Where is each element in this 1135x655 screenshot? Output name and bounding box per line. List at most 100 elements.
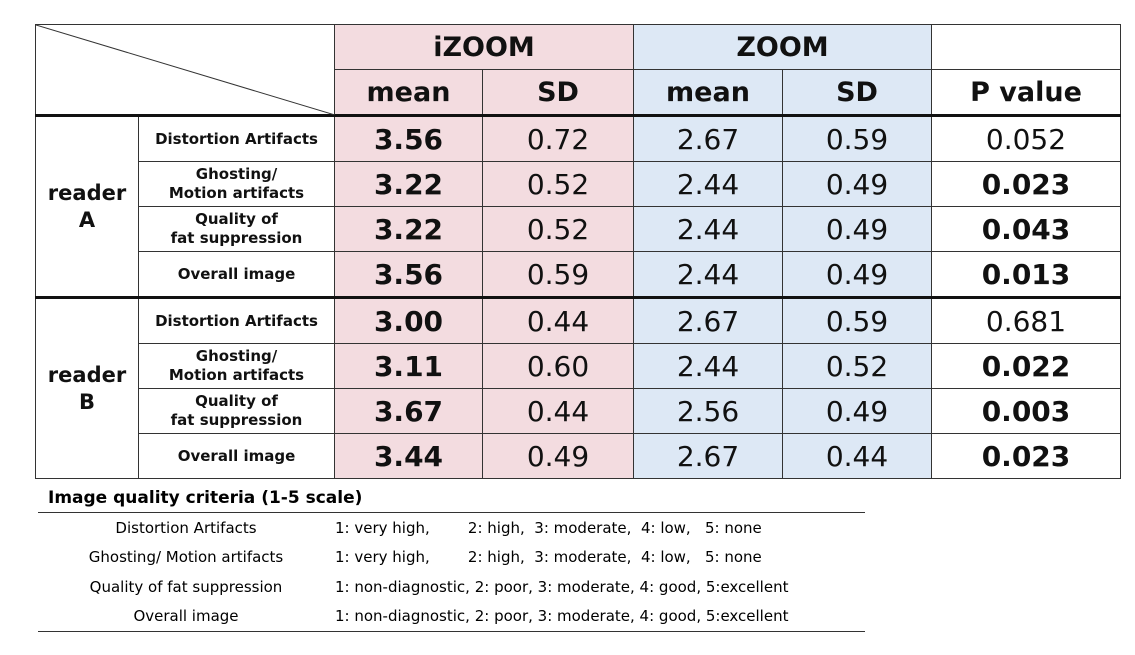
- criterion-line: Distortion Artifacts: [155, 311, 318, 330]
- zoom-mean: 2.44: [633, 343, 783, 389]
- criterion-label: Quality of fat suppression: [138, 388, 335, 434]
- izoom-mean: 3.44: [334, 433, 483, 479]
- izoom-mean: 3.00: [334, 296, 483, 344]
- legend-row: Overall image 1: non-diagnostic, 2: poor,…: [38, 602, 865, 632]
- table-row: Quality of fat suppression 3.67 0.44 2.56 0.4…: [36, 388, 1121, 434]
- izoom-mean: 3.67: [334, 388, 483, 434]
- izoom-sd: 0.60: [482, 343, 634, 389]
- legend-criterion: Distortion Artifacts: [115, 518, 257, 537]
- group-header-izoom: iZOOM: [334, 24, 634, 70]
- criterion-line: Motion artifacts: [168, 184, 305, 202]
- reader-label-line1: reader: [47, 362, 127, 387]
- zoom-sd: 0.59: [782, 114, 932, 162]
- legend-scale: 1: non-diagnostic, 2: poor, 3: moderate,…: [335, 607, 789, 626]
- criterion-label: Overall image: [138, 433, 335, 479]
- diagonal-line: [36, 25, 335, 115]
- zoom-mean-header: mean: [633, 69, 783, 116]
- criteria-legend: Image quality criteria (1-5 scale) Disto…: [38, 484, 865, 632]
- results-table: iZOOM ZOOM mean SD mean SD P value reade…: [35, 24, 1121, 479]
- table-row: Overall image 3.44 0.49 2.67 0.44 0.023: [36, 433, 1121, 479]
- legend-criterion: Ghosting/ Motion artifacts: [88, 548, 284, 567]
- zoom-sd: 0.44: [782, 433, 932, 479]
- corner-diagonal-cell: [35, 24, 335, 116]
- criterion-label: Ghosting/Motion artifacts: [138, 343, 335, 389]
- zoom-mean: 2.56: [633, 388, 783, 434]
- izoom-sd: 0.59: [482, 251, 634, 298]
- izoom-mean: 3.22: [334, 161, 483, 207]
- criterion-line: fat suppression: [170, 229, 303, 247]
- izoom-sd: 0.49: [482, 433, 634, 479]
- izoom-sd-header: SD: [482, 69, 634, 116]
- table-row: reader A Distortion Artifacts 3.56 0.72 2.67 0…: [35, 114, 1121, 298]
- table-row: Ghosting/Motion artifacts 3.22 0.52 2.44 0.4…: [36, 161, 1121, 207]
- criterion-label: Overall image: [138, 251, 335, 298]
- legend-criterion: Overall image: [133, 607, 239, 626]
- reader-label: reader B: [35, 296, 139, 479]
- legend-scale: 1: very high, 2: high, 3: moderate, 4: l…: [335, 518, 762, 537]
- legend-row: Ghosting/ Motion artifacts 1: very high, …: [38, 543, 865, 573]
- p-value: 0.043: [931, 206, 1121, 252]
- legend-scale: 1: non-diagnostic, 2: poor, 3: moderate,…: [335, 577, 789, 596]
- criterion-line: Distortion Artifacts: [155, 129, 318, 148]
- criterion-line: Quality of: [195, 210, 278, 228]
- criterion-line: Quality of: [195, 392, 278, 410]
- p-value: 0.022: [931, 343, 1121, 389]
- criterion-label: Distortion Artifacts: [138, 296, 335, 344]
- criterion-line: Motion artifacts: [168, 366, 305, 384]
- legend-title: Image quality criteria (1-5 scale): [48, 488, 363, 508]
- p-value-header: P value: [931, 69, 1121, 116]
- reader-label: reader A: [35, 114, 139, 298]
- criterion-label: Quality of fat suppression: [138, 206, 335, 252]
- zoom-mean: 2.67: [633, 433, 783, 479]
- p-value: 0.681: [931, 296, 1121, 344]
- criterion-line: Overall image: [177, 264, 296, 283]
- zoom-mean: 2.44: [633, 251, 783, 298]
- izoom-sd: 0.44: [482, 388, 634, 434]
- criterion-line: fat suppression: [170, 411, 303, 429]
- izoom-mean: 3.22: [334, 206, 483, 252]
- zoom-sd: 0.59: [782, 296, 932, 344]
- p-header-blank: [931, 24, 1121, 70]
- p-value: 0.052: [931, 114, 1121, 162]
- izoom-sd: 0.52: [482, 206, 634, 252]
- p-value: 0.023: [931, 433, 1121, 479]
- izoom-mean: 3.11: [334, 343, 483, 389]
- izoom-mean-header: mean: [334, 69, 483, 116]
- table-row: Overall image 3.56 0.59 2.44 0.49 0.013: [36, 251, 1121, 298]
- legend-row: Distortion Artifacts 1: very high, 2: hig…: [38, 513, 865, 543]
- zoom-mean: 2.67: [633, 296, 783, 344]
- zoom-sd: 0.49: [782, 206, 932, 252]
- izoom-mean: 3.56: [334, 251, 483, 298]
- legend-criterion: Quality of fat suppression: [89, 577, 283, 596]
- legend-table: Distortion Artifacts 1: very high, 2: hig…: [38, 512, 865, 632]
- zoom-sd: 0.49: [782, 161, 932, 207]
- izoom-mean: 3.56: [334, 114, 483, 162]
- p-value: 0.023: [931, 161, 1121, 207]
- izoom-sd: 0.44: [482, 296, 634, 344]
- izoom-sd: 0.72: [482, 114, 634, 162]
- p-value: 0.003: [931, 388, 1121, 434]
- zoom-sd-header: SD: [782, 69, 932, 116]
- zoom-sd: 0.52: [782, 343, 932, 389]
- izoom-sd: 0.52: [482, 161, 634, 207]
- p-value: 0.013: [931, 251, 1121, 298]
- criterion-label: Ghosting/Motion artifacts: [138, 161, 335, 207]
- criterion-line: Ghosting/: [195, 347, 278, 365]
- zoom-mean: 2.67: [633, 114, 783, 162]
- group-header-zoom: ZOOM: [633, 24, 932, 70]
- criterion-label: Distortion Artifacts: [138, 114, 335, 162]
- table-row: Quality of fat suppression 3.22 0.52 2.44 0.4…: [36, 206, 1121, 252]
- table-row: Ghosting/Motion artifacts 3.11 0.60 2.44 0.5…: [36, 343, 1121, 389]
- reader-label-line2: B: [78, 389, 95, 414]
- criterion-line: Ghosting/: [195, 165, 278, 183]
- zoom-mean: 2.44: [633, 206, 783, 252]
- zoom-sd: 0.49: [782, 388, 932, 434]
- zoom-sd: 0.49: [782, 251, 932, 298]
- criterion-line: Overall image: [177, 446, 296, 465]
- legend-row: Quality of fat suppression 1: non-diagnos…: [38, 572, 865, 602]
- zoom-mean: 2.44: [633, 161, 783, 207]
- reader-label-line1: reader: [47, 180, 127, 205]
- table-row: reader B Distortion Artifacts 3.00 0.44 2.67 0…: [35, 296, 1121, 479]
- reader-label-line2: A: [78, 207, 96, 232]
- legend-scale: 1: very high, 2: high, 3: moderate, 4: l…: [335, 548, 762, 567]
